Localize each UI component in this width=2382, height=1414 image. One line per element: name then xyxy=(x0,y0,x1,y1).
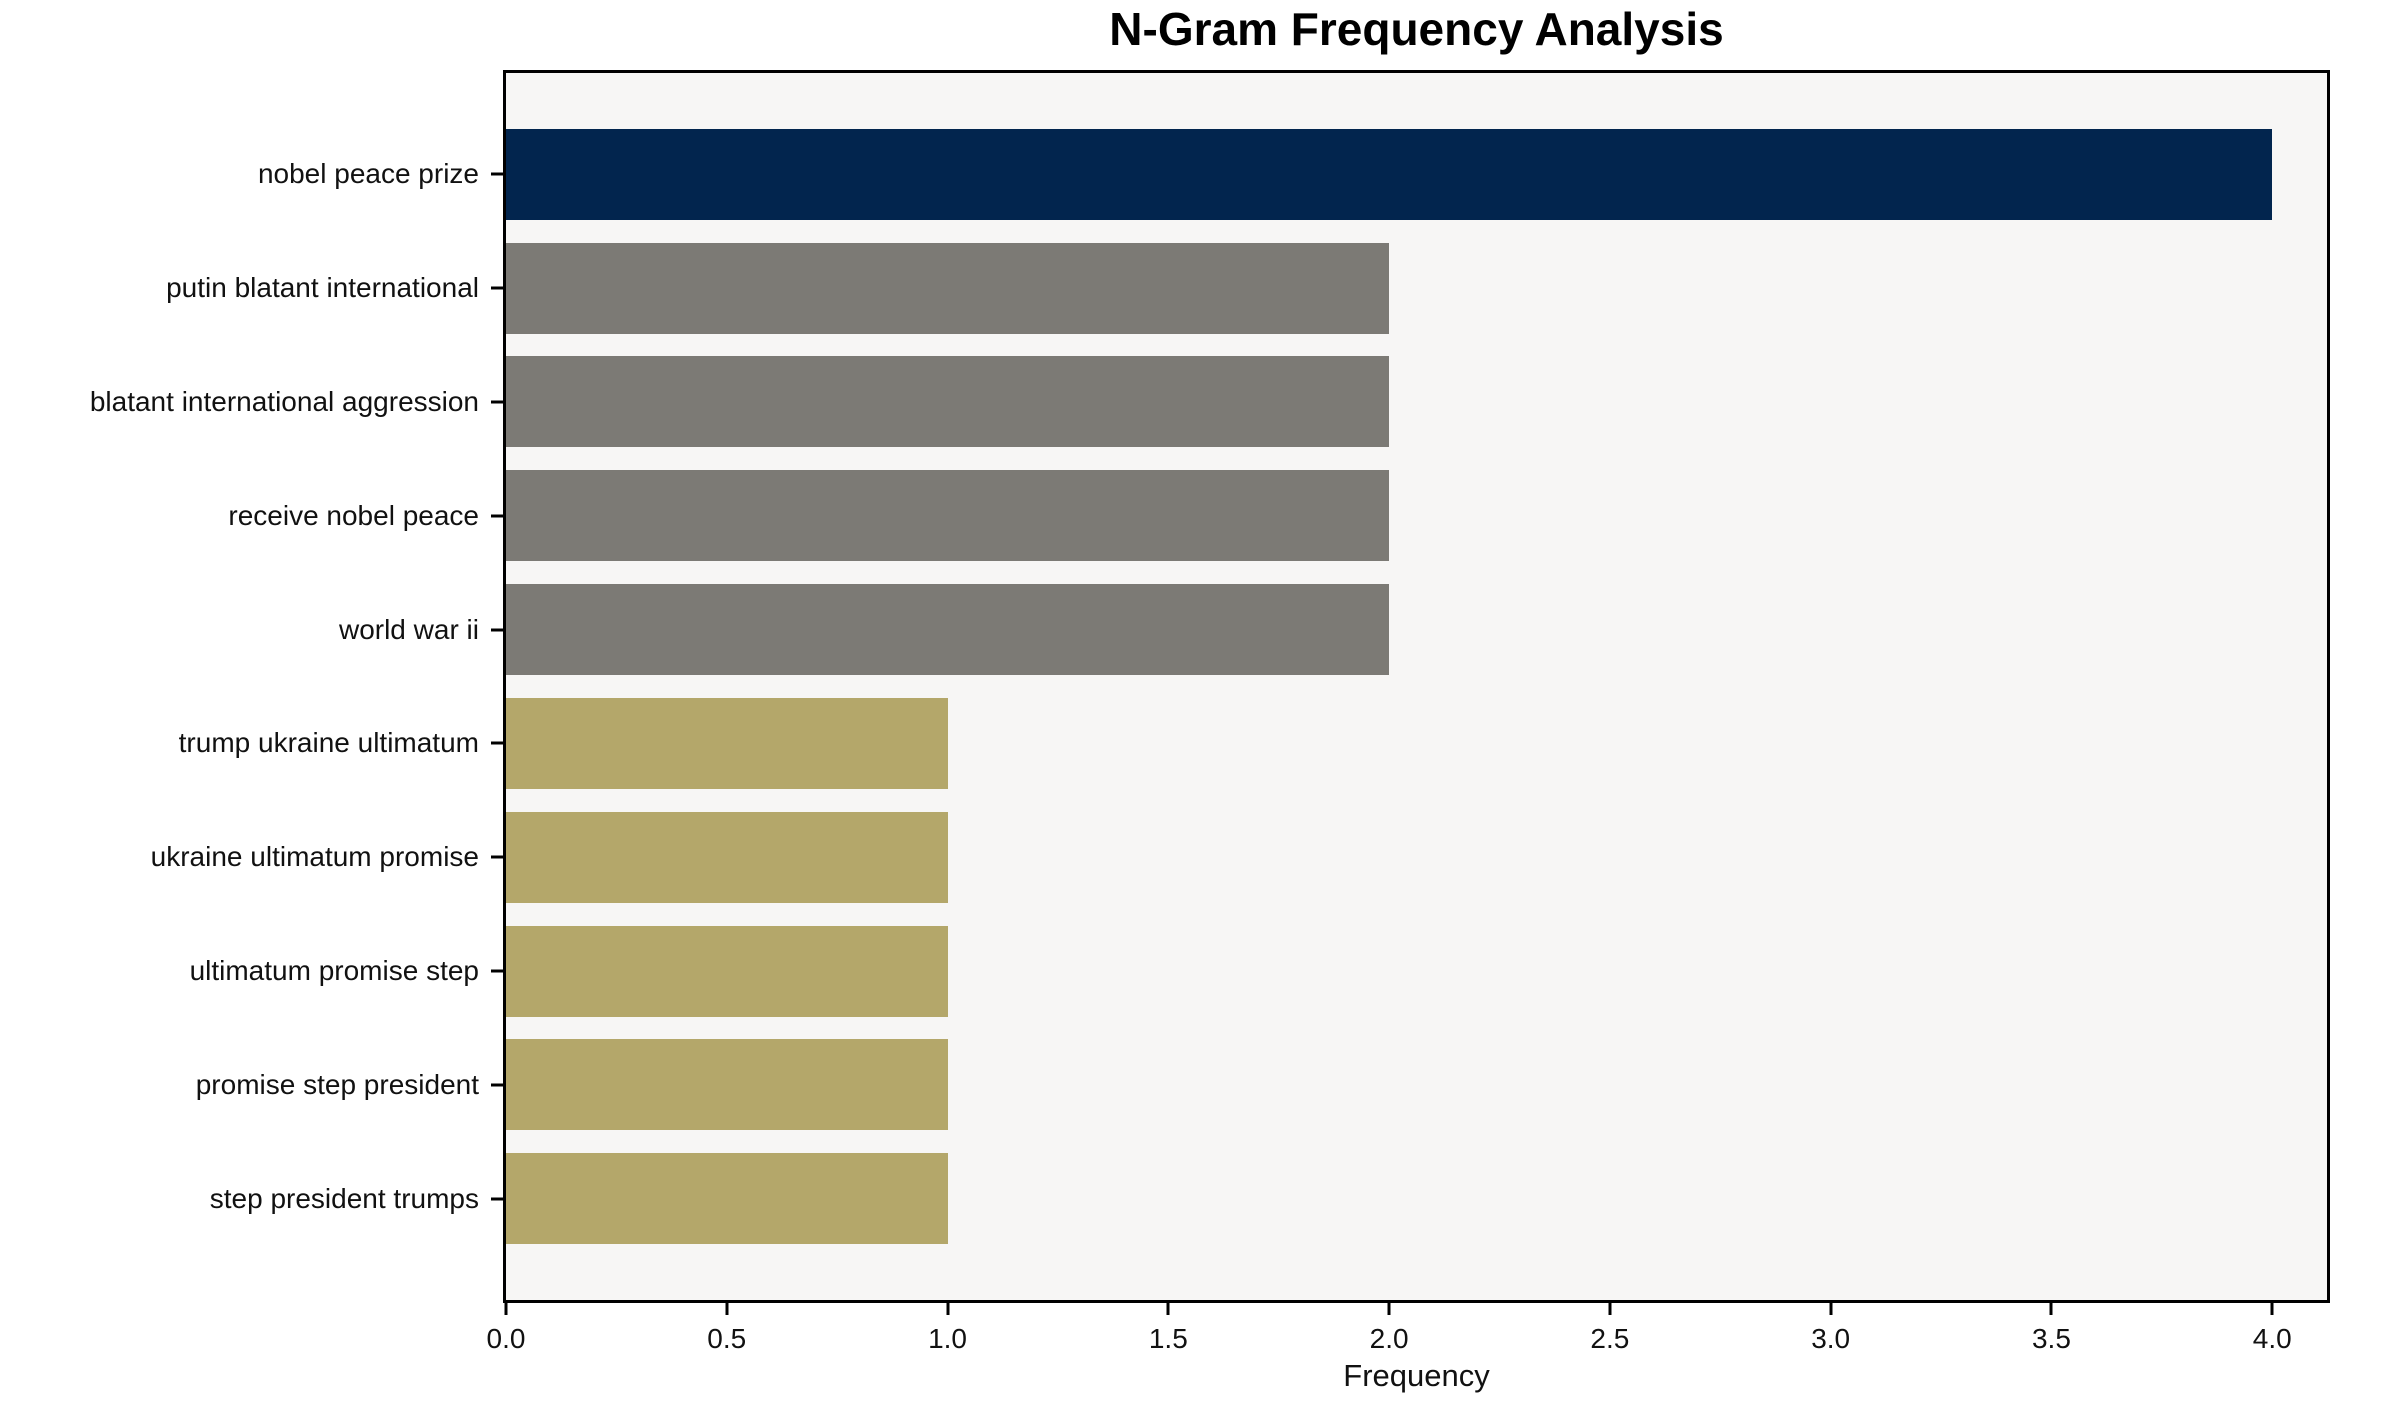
x-tick-label: 1.5 xyxy=(1148,1323,1188,1354)
y-tick-label: putin blatant international xyxy=(166,272,479,304)
y-tick-label: trump ukraine ultimatum xyxy=(178,727,479,759)
plot-area xyxy=(503,70,2330,1303)
y-tick-mark xyxy=(491,1197,503,1201)
y-tick-mark xyxy=(491,969,503,973)
chart-title: N-Gram Frequency Analysis xyxy=(1109,3,1724,55)
x-tick-mark xyxy=(504,1303,508,1315)
x-tick-mark xyxy=(1387,1303,1391,1315)
bar-receive-nobel-peace xyxy=(506,470,1390,562)
bar-trump-ukraine-ultimatum xyxy=(506,697,948,789)
bar-ukraine-ultimatum-promise xyxy=(506,811,948,903)
y-tick-mark xyxy=(491,286,503,290)
bar-ultimatum-promise-step xyxy=(506,925,948,1017)
y-tick-label: receive nobel peace xyxy=(228,499,479,531)
y-tick-mark xyxy=(491,1083,503,1087)
bars-container xyxy=(506,73,2327,1300)
x-tick-label: 0.0 xyxy=(486,1323,526,1354)
x-tick-label: 4.0 xyxy=(2252,1323,2292,1354)
x-axis-label: Frequency xyxy=(1343,1358,1490,1393)
x-tick-label: 3.5 xyxy=(2031,1323,2071,1354)
y-tick-mark xyxy=(491,400,503,404)
y-tick-mark xyxy=(491,514,503,518)
x-tick-label: 2.5 xyxy=(1590,1323,1630,1354)
y-tick-label: promise step president xyxy=(195,1068,479,1100)
x-tick-mark xyxy=(1166,1303,1170,1315)
y-tick-label: step president trumps xyxy=(209,1182,479,1214)
y-tick-mark xyxy=(491,741,503,745)
x-tick-mark xyxy=(1608,1303,1612,1315)
y-axis: nobel peace prize putin blatant internati… xyxy=(0,73,503,1300)
y-tick-label: ukraine ultimatum promise xyxy=(150,841,479,873)
y-tick-label: ultimatum promise step xyxy=(189,955,479,987)
x-tick-label: 3.0 xyxy=(1811,1323,1851,1354)
bar-nobel-peace-prize xyxy=(506,128,2273,220)
x-tick-mark xyxy=(725,1303,729,1315)
bar-blatant-international-aggression xyxy=(506,356,1390,448)
x-axis: 0.0 0.5 1.0 1.5 2.0 2.5 3.0 3.5 4.0 xyxy=(487,1303,2327,1403)
y-tick-mark xyxy=(491,172,503,176)
bar-world-war-ii xyxy=(506,584,1390,676)
x-tick-mark xyxy=(946,1303,950,1315)
x-tick-label: 2.0 xyxy=(1369,1323,1409,1354)
y-tick-label: world war ii xyxy=(338,613,479,645)
x-tick-label: 0.5 xyxy=(707,1323,747,1354)
x-tick-label: 1.0 xyxy=(928,1323,968,1354)
y-tick-mark xyxy=(491,855,503,859)
bar-putin-blatant-international xyxy=(506,242,1390,334)
x-tick-mark xyxy=(2049,1303,2053,1315)
bar-step-president-trumps xyxy=(506,1153,948,1245)
x-tick-mark xyxy=(1829,1303,1833,1315)
y-tick-label: blatant international aggression xyxy=(89,385,479,417)
bar-promise-step-president xyxy=(506,1039,948,1131)
x-tick-mark xyxy=(2270,1303,2274,1315)
y-tick-mark xyxy=(491,628,503,632)
y-tick-label: nobel peace prize xyxy=(257,158,479,190)
